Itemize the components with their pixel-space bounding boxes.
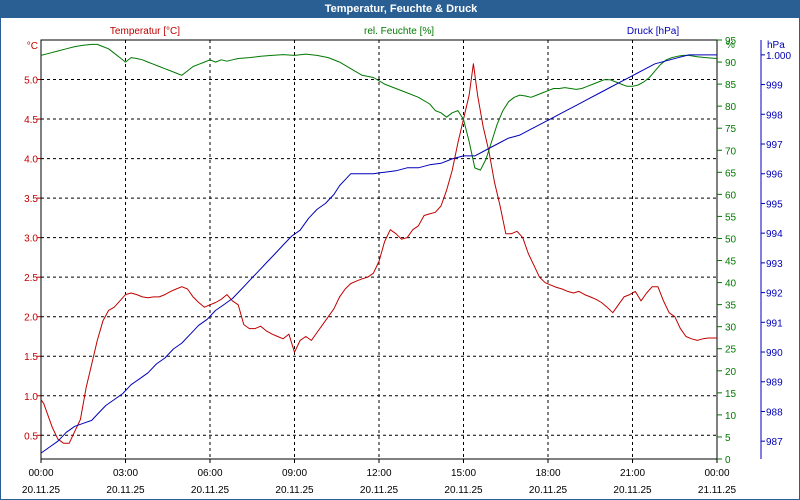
axes: 00:00 20.11.25 03:00 20.11.25 06:00 20.11.25 0… — [22, 36, 792, 496]
humidity-tick-label: 0 — [725, 455, 731, 466]
temperature-tick-label: 4.0 — [24, 155, 38, 166]
x-tick-label-time: 12:00 — [366, 468, 391, 479]
pressure-tick-label: 999 — [766, 81, 783, 92]
humidity-tick-label: 25 — [725, 345, 737, 356]
x-tick-label-time: 18:00 — [535, 468, 560, 479]
humidity-tick-label: 65 — [725, 168, 737, 179]
x-tick-label-time: 00:00 — [704, 468, 729, 479]
humidity-tick-label: 30 — [725, 323, 737, 334]
humidity-tick-label: 20 — [725, 367, 737, 378]
temperature-tick-label: 1.0 — [24, 392, 38, 403]
pressure-tick-label: 997 — [766, 140, 783, 151]
humidity-tick-label: 85 — [725, 80, 737, 91]
pressure-tick-label: 988 — [766, 407, 783, 418]
pressure-tick-label: 996 — [766, 170, 783, 181]
x-tick-label-date: 20.11.25 — [191, 485, 230, 496]
temperature-tick-label: 5.0 — [24, 76, 38, 87]
x-tick-label-date: 20.11.25 — [22, 485, 61, 496]
temperature-line — [40, 63, 717, 444]
pressure-tick-label: 995 — [766, 199, 783, 210]
pressure-tick-label: 989 — [766, 378, 783, 389]
pressure-tick-label: 994 — [766, 229, 783, 240]
temperature-tick-label: 3.5 — [24, 194, 38, 205]
pressure-tick-label: 991 — [766, 318, 783, 329]
temperature-tick-label: 2.5 — [24, 273, 38, 284]
x-tick-label-time: 09:00 — [282, 468, 307, 479]
temperature-tick-label: 4.5 — [24, 115, 38, 126]
humidity-tick-label: 45 — [725, 257, 737, 268]
humidity-axis-unit: % — [726, 40, 735, 51]
grid — [41, 40, 717, 459]
pressure-tick-label: 1.000 — [766, 51, 791, 62]
pressure-line — [40, 54, 717, 454]
temperature-tick-label: 3.0 — [24, 234, 38, 245]
x-tick-label-date: 20.11.25 — [529, 485, 568, 496]
temperature-axis-unit: °C — [27, 41, 38, 52]
x-tick-label-date: 20.11.25 — [444, 485, 483, 496]
pressure-axis-unit: hPa — [767, 40, 785, 51]
x-tick-label-date: 20.11.25 — [106, 485, 145, 496]
pressure-tick-label: 987 — [766, 437, 783, 448]
x-tick-label-time: 00:00 — [28, 468, 53, 479]
temperature-tick-label: 2.0 — [24, 313, 38, 324]
temperature-tick-label: 1.5 — [24, 352, 38, 363]
humidity-line — [40, 43, 718, 171]
x-tick-label-time: 06:00 — [197, 468, 222, 479]
humidity-tick-label: 75 — [725, 124, 737, 135]
humidity-tick-label: 50 — [725, 234, 737, 245]
legend-humidity: rel. Feuchte [%] — [364, 26, 434, 37]
humidity-tick-label: 70 — [725, 146, 737, 157]
pressure-tick-label: 992 — [766, 289, 783, 300]
humidity-tick-label: 90 — [725, 58, 737, 69]
x-tick-label-date: 21.11.25 — [698, 485, 737, 496]
temperature-tick-label: 0.5 — [24, 431, 38, 442]
humidity-tick-label: 15 — [725, 389, 737, 400]
humidity-tick-label: 10 — [725, 411, 737, 422]
humidity-tick-label: 60 — [725, 190, 737, 201]
humidity-tick-label: 80 — [725, 102, 737, 113]
plot-border — [40, 39, 718, 460]
x-tick-label-date: 20.11.25 — [613, 485, 652, 496]
x-tick-label-date: 20.11.25 — [275, 485, 314, 496]
chart-title: Temperatur, Feuchte & Druck — [1, 0, 800, 18]
humidity-tick-label: 40 — [725, 279, 737, 290]
x-tick-label-time: 03:00 — [113, 468, 138, 479]
humidity-tick-label: 35 — [725, 301, 737, 312]
x-tick-label-time: 15:00 — [451, 468, 476, 479]
series — [40, 43, 718, 454]
legend: Temperatur [°C] rel. Feuchte [%] Druck [… — [27, 26, 785, 52]
pressure-tick-label: 993 — [766, 259, 783, 270]
humidity-tick-label: 95 — [725, 36, 737, 47]
legend-pressure: Druck [hPa] — [627, 26, 679, 37]
humidity-tick-label: 55 — [725, 212, 737, 223]
x-tick-label-date: 20.11.25 — [360, 485, 399, 496]
pressure-tick-label: 998 — [766, 110, 783, 121]
pressure-tick-label: 990 — [766, 348, 783, 359]
humidity-tick-label: 5 — [725, 433, 731, 444]
x-tick-label-time: 21:00 — [620, 468, 645, 479]
legend-temperature: Temperatur [°C] — [110, 26, 180, 37]
